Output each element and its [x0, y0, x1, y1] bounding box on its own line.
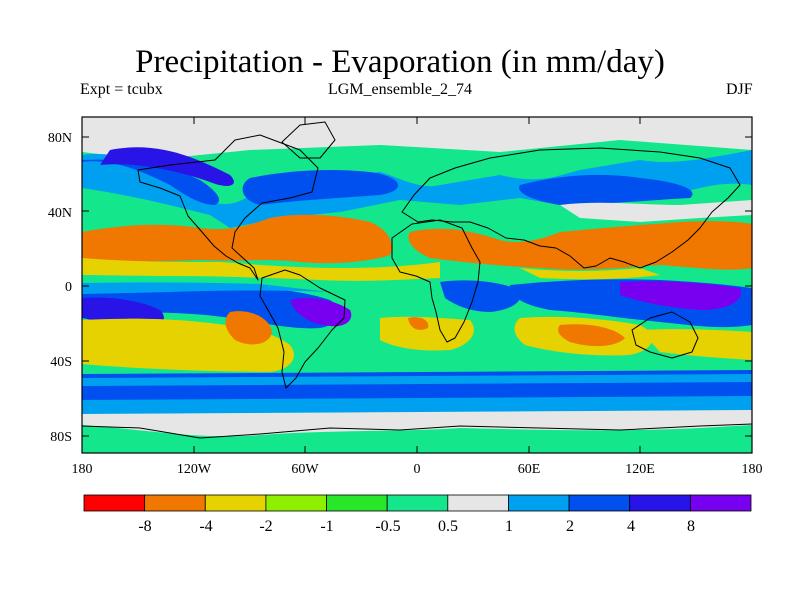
longitude-labels: 180 120W 60W 0 60E 120E 180	[72, 462, 763, 477]
lat-tick-label: 40S	[50, 355, 72, 370]
north-atlantic-storm-track	[242, 170, 399, 205]
antarctic-interior	[82, 425, 752, 453]
colorbar-label: -4	[199, 518, 212, 535]
colorbar-label: 4	[627, 518, 635, 535]
north-pacific-transition	[82, 188, 230, 230]
south-atlantic-dry	[380, 316, 474, 351]
lon-tick-label: 60W	[291, 462, 319, 477]
run-label: LGM_ensemble_2_74	[328, 81, 472, 98]
colorbar-swatch	[629, 494, 691, 512]
colorbar-swatch	[83, 494, 146, 512]
south-america-coastline	[259, 269, 346, 389]
season-label: DJF	[726, 81, 753, 98]
africa-coastline	[391, 219, 481, 343]
indian-dry-fringe	[520, 268, 660, 280]
north-tropical-dry-fringe	[82, 258, 440, 281]
australia-dry	[640, 329, 752, 360]
amazon-core	[290, 298, 352, 327]
south-atlantic-dry-core	[408, 317, 429, 330]
colorbar-swatch	[204, 494, 267, 512]
asia-weak-wet	[560, 200, 752, 222]
colorbar-swatch	[144, 494, 206, 512]
axis-ticks	[82, 117, 752, 453]
lon-tick-label: 180	[742, 462, 763, 477]
lon-tick-label: 0	[414, 462, 421, 477]
colorbar-label: 2	[566, 518, 574, 535]
equatorial-light-wet	[82, 282, 330, 294]
southern-ocean-wet-edge	[82, 374, 752, 386]
colorbar-label: 1	[505, 518, 513, 535]
south-indian-dry-core	[558, 324, 625, 347]
north-africa-asia-dry	[408, 221, 752, 270]
map-title: Precipitation - Evaporation (in mm/day)	[135, 44, 665, 80]
greenland-coastline	[281, 121, 336, 159]
experiment-label: Expt = tcubx	[80, 81, 163, 98]
lat-tick-label: 40N	[48, 206, 72, 221]
north-pacific-core	[100, 147, 234, 186]
maritime-continent-core	[620, 281, 741, 310]
colorbar-swatch	[386, 494, 449, 512]
colorbar-label: -1	[320, 518, 333, 535]
australia-coastline	[631, 311, 699, 359]
colorbar-swatch	[326, 494, 388, 512]
colorbar-swatch	[508, 494, 570, 512]
colorbar-label: 0.5	[438, 518, 458, 535]
colorbar-swatch	[447, 494, 509, 512]
precipitation-field	[82, 117, 752, 453]
lon-tick-label: 60E	[518, 462, 541, 477]
eurasia-coastline	[401, 147, 741, 269]
north-america-coastline	[137, 134, 319, 281]
lat-tick-label: 0	[65, 280, 72, 295]
lon-tick-label: 120W	[177, 462, 212, 477]
north-midlatitude-wet-band	[82, 150, 752, 228]
congo-wet	[440, 280, 521, 312]
lat-tick-label: 80S	[50, 430, 72, 445]
colorbar-swatch	[568, 494, 631, 512]
colorbar-swatch	[265, 494, 327, 512]
colorbar-labels: -8 -4 -2 -1 -0.5 0.5 1 2 4 8	[138, 518, 695, 535]
southern-ocean-poleward-edge	[82, 396, 752, 414]
lon-tick-label: 120E	[625, 462, 655, 477]
colorbar-label: -2	[259, 518, 272, 535]
colorbar-swatch	[689, 494, 752, 512]
lat-tick-label: 80N	[48, 131, 72, 146]
south-pacific-dry-core	[225, 311, 272, 345]
coastline-layer	[82, 121, 752, 439]
north-eurasia-wet-band	[519, 174, 693, 205]
latitude-labels: 80N 40N 0 40S 80S	[48, 131, 72, 445]
arctic-moist-band	[82, 117, 752, 160]
colorbar	[83, 494, 752, 512]
colorbar-label: 8	[687, 518, 695, 535]
antarctica-coastline	[82, 423, 752, 439]
colorbar-label: -0.5	[375, 518, 400, 535]
lon-tick-label: 180	[72, 462, 93, 477]
north-pacific-storm-track	[82, 159, 220, 205]
equatorial-pacific-wet	[82, 287, 339, 329]
north-pacific-atlantic-dry	[82, 214, 392, 264]
colorbar-label: -8	[138, 518, 151, 535]
